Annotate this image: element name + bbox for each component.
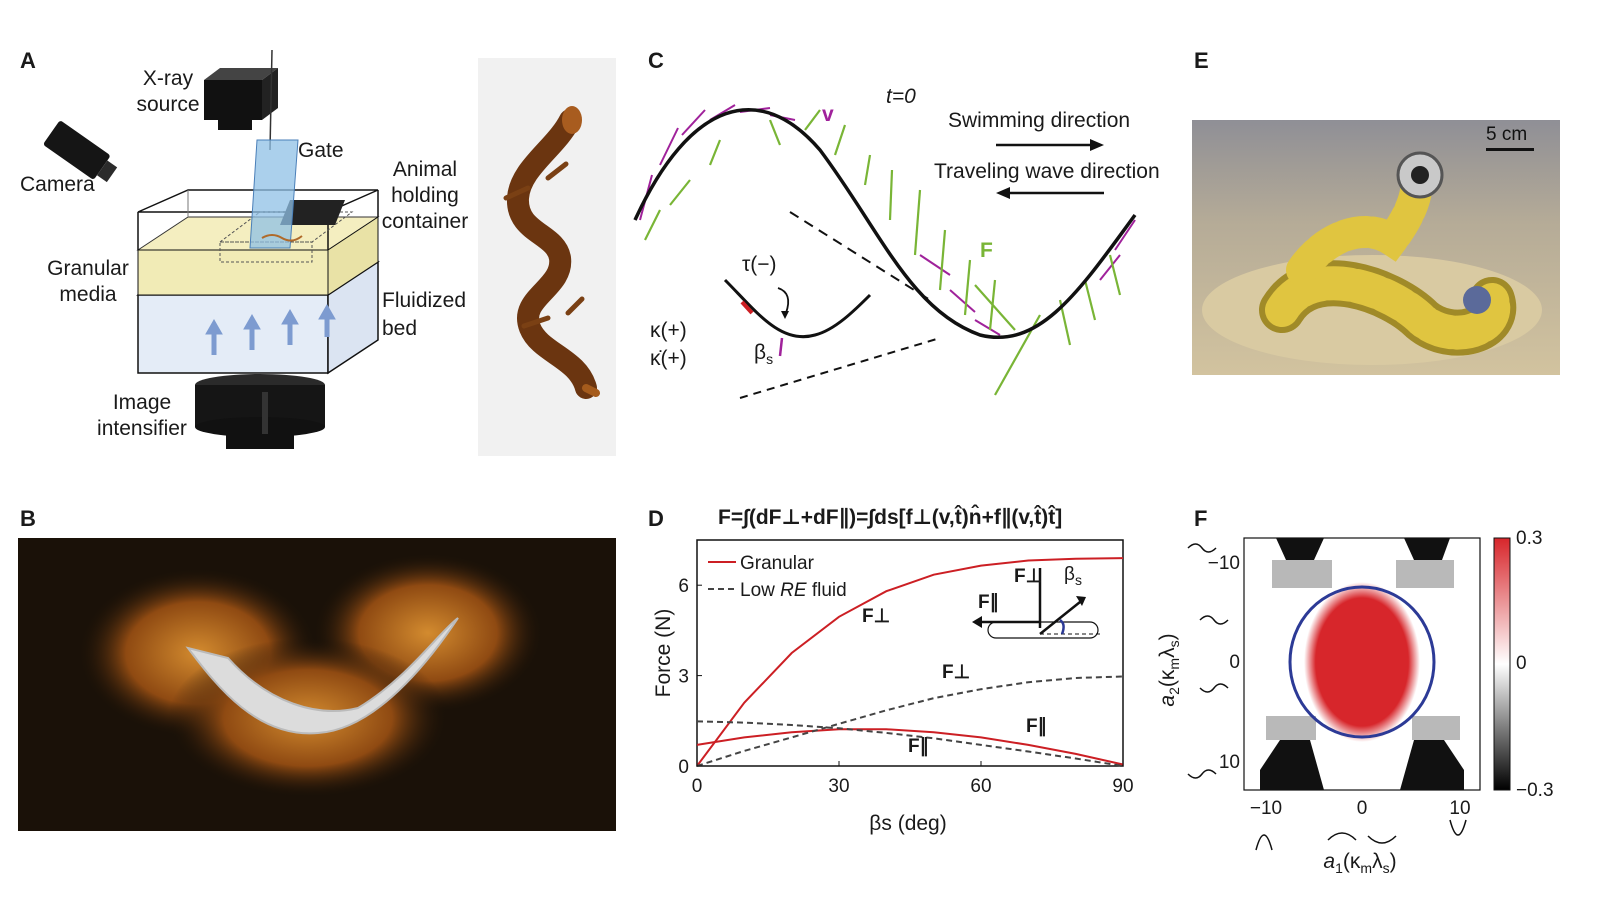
- force-equation: F=∫(dF⊥+dF∥)=∫ds[f⊥(v,t̂)n̂+f∥(v,t̂)t̂]: [718, 506, 1063, 529]
- heatmap-grey-regions: [1266, 560, 1460, 740]
- kinematics-diagram: [633, 104, 1137, 399]
- label-granular-fpar: F∥: [1026, 716, 1047, 737]
- y-tick-10: 10: [1219, 752, 1240, 773]
- panel-label-a: A: [20, 48, 36, 73]
- robot-photo: 5 cm: [1192, 120, 1560, 375]
- colorbar-mid: 0: [1516, 653, 1527, 674]
- colorbar-min: −0.3: [1516, 780, 1554, 801]
- label-fluid-fperp: F⊥: [942, 662, 970, 683]
- series-line-3: [696, 720, 1124, 767]
- granular-media-label: Granular media: [47, 257, 129, 306]
- y-axis-label-f: a2(κmλs): [1156, 633, 1182, 706]
- y-tick-label: 3: [678, 667, 689, 688]
- x-tick-label: 30: [828, 776, 849, 797]
- x-tick-label: 90: [1112, 776, 1133, 797]
- chart-series: [696, 557, 1124, 767]
- force-inset-diagram: F⊥ F∥ βs: [972, 564, 1102, 639]
- x-tick-label: 0: [692, 776, 703, 797]
- curvature-label: κ(+): [650, 319, 687, 342]
- beta-label: βs: [754, 341, 774, 368]
- heatmap-red-region: [1304, 582, 1420, 742]
- velocity-arrows: [639, 104, 1136, 336]
- force-chart: 0 30 60 90 0 3 6 Granular Low RE fluid F⊥ F⊥ …: [652, 539, 1134, 835]
- x-axis-label-f: a1(κmλs): [1323, 850, 1396, 876]
- y-axis-label: Force (N): [652, 609, 675, 698]
- panel-label-e: E: [1194, 48, 1209, 73]
- image-intensifier-label: Image intensifier: [97, 391, 187, 440]
- time-label: t=0: [886, 85, 916, 108]
- y-tick-label: 6: [678, 576, 689, 597]
- airflow-arrows: [205, 303, 336, 355]
- inset-beta: βs: [1064, 564, 1082, 588]
- panel-label-f: F: [1194, 506, 1208, 531]
- force-arrows: [644, 109, 1122, 396]
- swimming-direction-label: Swimming direction: [948, 109, 1131, 132]
- x-tick-neg10: −10: [1250, 798, 1282, 819]
- traveling-wave-label: Traveling wave direction: [934, 160, 1160, 183]
- inset-fperp: F⊥: [1014, 566, 1042, 587]
- scale-bar: [1486, 148, 1534, 151]
- panel-label-c: C: [648, 48, 664, 73]
- x-tick-10: 10: [1449, 798, 1470, 819]
- x-tick-0: 0: [1357, 798, 1368, 819]
- xray-source-label: X-ray source: [136, 67, 200, 116]
- panel-label-d: D: [648, 506, 664, 531]
- x-ticks: 0 30 60 90: [692, 761, 1134, 797]
- panel-label-b: B: [20, 506, 36, 531]
- series-line-1: [696, 728, 1124, 766]
- camera-label: Camera: [20, 173, 95, 196]
- colorbar-max: 0.3: [1516, 528, 1542, 549]
- y-tick-label: 0: [678, 757, 689, 778]
- animal-container-label: Animal holding container: [381, 158, 469, 233]
- gate-label: Gate: [298, 139, 344, 162]
- fluidized-bed-label: Fluidized bed: [382, 289, 467, 340]
- apparatus-diagram: [43, 49, 380, 449]
- x-axis-label: βs (deg): [869, 812, 946, 835]
- inset-fpar: F∥: [978, 592, 999, 613]
- force-label: F: [980, 239, 993, 262]
- x-tick-label: 60: [970, 776, 991, 797]
- y-tick-0: 0: [1229, 652, 1240, 673]
- legend-fluid: Low RE fluid: [740, 580, 847, 601]
- phase-space-heatmap: 0.3 0 −0.3 −10 0 10 −10 0 10 a1(κmλs) a2…: [1156, 528, 1554, 876]
- sandfish-photo: [478, 58, 616, 456]
- heatmap-dark-regions: [1260, 538, 1464, 790]
- label-granular-fperp: F⊥: [862, 606, 890, 627]
- y-ticks: 0 3 6: [678, 576, 702, 778]
- traveling-wave-arrow-icon: [996, 187, 1104, 199]
- plot-frame: [696, 539, 1124, 767]
- scale-bar-label: 5 cm: [1486, 124, 1528, 145]
- colorbar: [1493, 537, 1511, 791]
- series-line-0: [696, 557, 1124, 767]
- boundary-circle: [1288, 585, 1436, 739]
- xray-source-icon: [204, 68, 278, 130]
- swimming-arrow-icon: [996, 139, 1104, 151]
- legend-granular: Granular: [740, 553, 815, 574]
- xray-image: [18, 538, 616, 831]
- y-tick-neg10: −10: [1208, 553, 1240, 574]
- image-intensifier-icon: [195, 374, 325, 449]
- torque-label: τ(−): [742, 253, 777, 276]
- velocity-label: v: [822, 103, 834, 126]
- curvature-rate-label: κ̇(+): [650, 347, 687, 370]
- label-fluid-fpar: F∥: [908, 736, 929, 757]
- axis-shape-icons: [1187, 543, 1467, 851]
- camera-icon: [43, 121, 118, 183]
- series-line-2: [696, 675, 1124, 767]
